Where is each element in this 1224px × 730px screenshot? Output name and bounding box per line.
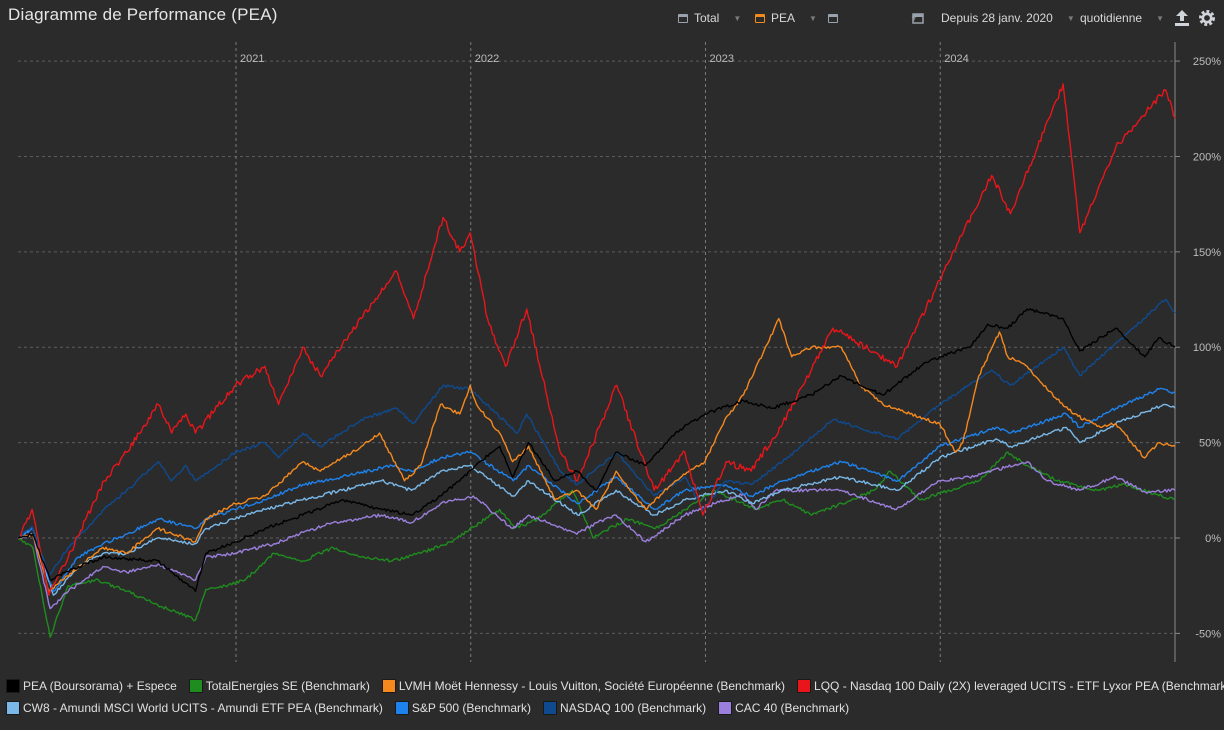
legend-swatch xyxy=(394,701,409,715)
legend-item[interactable]: LQQ - Nasdaq 100 Daily (2X) leveraged UC… xyxy=(797,679,1224,693)
legend-item[interactable]: CW8 - Amundi MSCI World UCITS - Amundi E… xyxy=(6,701,383,715)
legend-label: NASDAQ 100 (Benchmark) xyxy=(560,701,707,715)
y-tick-label: 150% xyxy=(1193,247,1221,259)
legend-item[interactable]: CAC 40 (Benchmark) xyxy=(718,701,849,715)
series-line-7 xyxy=(17,308,1176,593)
pea-checkbox-icon xyxy=(755,13,765,23)
y-tick-label: 200% xyxy=(1193,151,1221,163)
legend-row: PEA (Boursorama) + Espece TotalEnergies S… xyxy=(6,675,1224,697)
legend-label: S&P 500 (Benchmark) xyxy=(411,701,532,715)
x-tick-label: 2023 xyxy=(710,53,734,65)
legend-label: CAC 40 (Benchmark) xyxy=(735,701,850,715)
series-line-1 xyxy=(17,461,1176,610)
x-tick-label: 2021 xyxy=(240,53,264,65)
gear-icon[interactable] xyxy=(1197,8,1217,28)
legend-swatch xyxy=(188,679,203,693)
legend-label: TotalEnergies SE (Benchmark) xyxy=(205,679,370,693)
blank-toggle[interactable]: ▼ xyxy=(828,9,918,27)
legend-swatch xyxy=(6,701,20,715)
legend-swatch xyxy=(797,679,812,693)
legend-item[interactable]: S&P 500 (Benchmark) xyxy=(394,701,532,715)
legend-swatch xyxy=(543,701,558,715)
legend-swatch xyxy=(718,701,733,715)
blank-dropdown-icon[interactable]: ▼ xyxy=(910,13,918,23)
series-line-2 xyxy=(17,403,1176,596)
x-tick-label: 2022 xyxy=(475,53,499,65)
frequency-label: quotidienne xyxy=(1080,11,1143,25)
y-tick-label: -50% xyxy=(1195,628,1221,640)
legend-label: PEA (Boursorama) + Espece xyxy=(23,679,177,693)
legend-label: LQQ - Nasdaq 100 Daily (2X) leveraged UC… xyxy=(814,679,1224,693)
x-tick-label: 2024 xyxy=(944,53,968,65)
legend-label: LVMH Moët Hennessy - Louis Vuitton, Soci… xyxy=(398,679,786,693)
y-tick-label: 0% xyxy=(1205,533,1221,545)
legend-row: CW8 - Amundi MSCI World UCITS - Amundi E… xyxy=(6,697,1221,719)
legend-swatch xyxy=(6,679,20,693)
performance-chart: 250% 200% 150% 100% 50% 0% -50% 2021 2022 2023 202… xyxy=(17,42,1221,662)
export-icon[interactable] xyxy=(1172,8,1192,28)
total-dropdown-icon[interactable]: ▼ xyxy=(733,13,742,23)
series-line-3 xyxy=(17,387,1176,593)
legend-item[interactable]: LVMH Moët Hennessy - Louis Vuitton, Soci… xyxy=(381,679,786,693)
series-line-0 xyxy=(17,451,1176,638)
y-tick-label: 50% xyxy=(1199,438,1221,450)
period-label: Depuis 28 janv. 2020 xyxy=(941,11,1053,25)
legend-label: CW8 - Amundi MSCI World UCITS - Amundi E… xyxy=(23,701,383,715)
calendar-icon xyxy=(912,12,924,24)
legend: PEA (Boursorama) + Espece TotalEnergies S… xyxy=(6,675,1224,719)
legend-item[interactable]: TotalEnergies SE (Benchmark) xyxy=(188,679,370,693)
total-label: Total xyxy=(694,11,720,25)
y-tick-label: 100% xyxy=(1193,342,1221,354)
frequency-dropdown-icon[interactable]: ▼ xyxy=(1156,13,1164,23)
y-tick-label: 250% xyxy=(1193,56,1221,68)
legend-swatch xyxy=(381,679,396,693)
page-title: Diagramme de Performance (PEA) xyxy=(8,5,278,24)
total-checkbox-icon xyxy=(678,13,688,23)
pea-toggle[interactable]: PEA ▼ xyxy=(755,9,817,27)
total-toggle[interactable]: Total ▼ xyxy=(678,9,741,27)
period-selector[interactable]: Depuis 28 janv. 2020 ▼ xyxy=(912,9,1075,27)
legend-item[interactable]: PEA (Boursorama) + Espece xyxy=(6,679,177,693)
pea-label: PEA xyxy=(771,11,796,25)
frequency-selector[interactable]: quotidienne ▼ xyxy=(1080,9,1164,27)
series-line-4 xyxy=(17,298,1176,577)
legend-item[interactable]: NASDAQ 100 (Benchmark) xyxy=(543,701,706,715)
series-line-6 xyxy=(17,83,1176,596)
series-line-5 xyxy=(17,317,1176,593)
blank-checkbox-icon xyxy=(828,13,838,23)
pea-dropdown-icon[interactable]: ▼ xyxy=(809,13,817,23)
period-dropdown-icon[interactable]: ▼ xyxy=(1066,13,1075,23)
